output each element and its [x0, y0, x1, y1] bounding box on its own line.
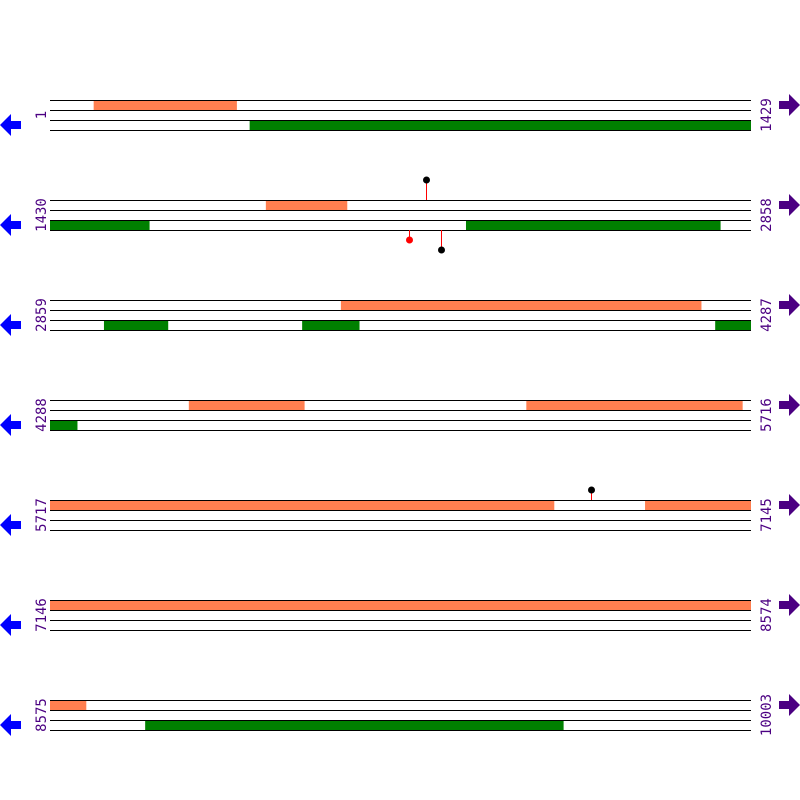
- marker-head: [588, 486, 595, 494]
- row-start-label: 1: [34, 111, 50, 119]
- sequence-row: 7146 8574: [0, 594, 800, 636]
- arrow-left-icon: [0, 414, 21, 436]
- arrow-left-icon: [0, 214, 21, 236]
- arrow-left-icon: [0, 514, 21, 536]
- row-start-label: 1430: [34, 198, 50, 232]
- row-end-label: 5716: [759, 398, 775, 432]
- arrow-left-icon: [0, 714, 21, 736]
- forward-feature: [50, 500, 555, 510]
- row-end-label: 4287: [759, 298, 775, 332]
- arrow-right-icon: [779, 294, 800, 316]
- arrow-right-icon: [779, 494, 800, 516]
- forward-feature: [50, 700, 87, 710]
- reverse-feature: [249, 120, 751, 130]
- reverse-feature: [50, 220, 150, 230]
- reverse-feature: [145, 720, 564, 730]
- sequence-row: 5717 7145: [0, 486, 800, 536]
- sequence-row: 4288 5716: [0, 394, 800, 436]
- sequence-row: 1 1429: [0, 94, 800, 136]
- row-start-label: 2859: [34, 298, 50, 332]
- marker-head: [406, 236, 413, 244]
- arrow-right-icon: [779, 594, 800, 616]
- arrow-left-icon: [0, 314, 21, 336]
- forward-feature: [340, 300, 702, 310]
- forward-feature: [50, 600, 751, 610]
- sequence-row: 8575 10003: [0, 694, 800, 736]
- sequence-row: 2859 4287: [0, 294, 800, 336]
- forward-feature: [265, 200, 348, 210]
- arrow-left-icon: [0, 114, 21, 136]
- row-start-label: 4288: [34, 398, 50, 432]
- sequence-row: 1430 2858: [0, 176, 800, 254]
- reverse-feature: [103, 320, 169, 330]
- marker-head: [438, 246, 445, 254]
- row-end-label: 8574: [759, 598, 775, 632]
- row-end-label: 1429: [759, 98, 775, 132]
- forward-feature: [645, 500, 751, 510]
- arrow-right-icon: [779, 94, 800, 116]
- reverse-feature: [465, 220, 721, 230]
- arrow-right-icon: [779, 694, 800, 716]
- forward-feature: [93, 100, 237, 110]
- reverse-feature: [50, 420, 78, 430]
- arrow-right-icon: [779, 194, 800, 216]
- row-start-label: 8575: [34, 698, 50, 732]
- reverse-feature: [715, 320, 751, 330]
- row-start-label: 7146: [34, 598, 50, 632]
- row-end-label: 2858: [759, 198, 775, 232]
- row-end-label: 10003: [759, 694, 775, 736]
- reverse-feature: [302, 320, 360, 330]
- row-start-label: 5717: [34, 498, 50, 532]
- forward-feature: [188, 400, 305, 410]
- forward-feature: [526, 400, 743, 410]
- row-end-label: 7145: [759, 498, 775, 532]
- arrow-right-icon: [779, 394, 800, 416]
- arrow-left-icon: [0, 614, 21, 636]
- marker-head: [423, 176, 430, 184]
